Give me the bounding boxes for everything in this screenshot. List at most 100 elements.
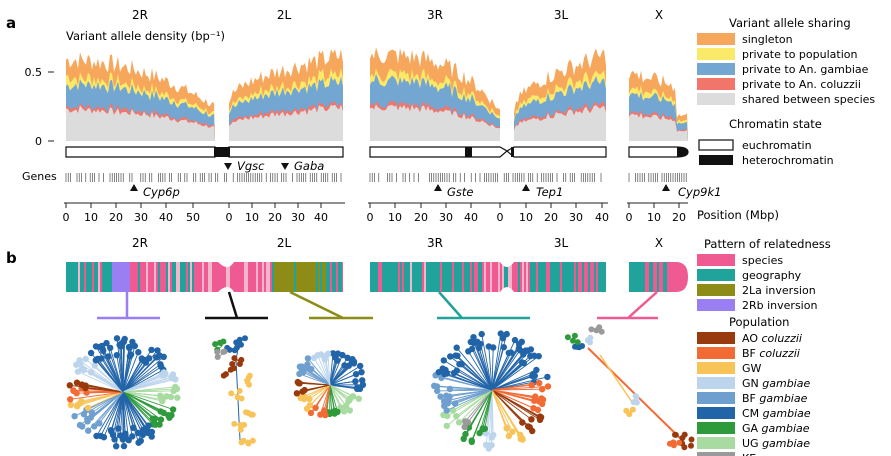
tree-leaf bbox=[85, 427, 92, 434]
tree-branch bbox=[471, 389, 493, 443]
tree-clade bbox=[87, 335, 125, 393]
relatedness-segment bbox=[478, 262, 481, 292]
tree-clade bbox=[297, 384, 331, 412]
tree-branch bbox=[329, 384, 359, 400]
relatedness-segment bbox=[98, 262, 101, 292]
relatedness-segment bbox=[641, 262, 644, 292]
x-chr2-tick-label: 40 bbox=[159, 211, 173, 224]
tree-branch bbox=[81, 391, 124, 402]
relatedness-segment bbox=[132, 262, 135, 292]
legend-swatch-euchromatin bbox=[698, 139, 734, 151]
relatedness-segment bbox=[102, 262, 105, 292]
relatedness-segment bbox=[88, 262, 91, 292]
tree-leaf bbox=[148, 346, 155, 354]
tree-branch bbox=[317, 355, 331, 386]
relatedness-segment bbox=[336, 262, 339, 292]
relatedness-segment bbox=[568, 262, 571, 292]
tree-leaf bbox=[100, 347, 107, 355]
tree-branch bbox=[491, 389, 523, 440]
relatedness-segment bbox=[394, 262, 397, 292]
legend-population-title: Population bbox=[729, 315, 789, 329]
tree-branch bbox=[122, 391, 126, 434]
tree-leaf bbox=[233, 339, 240, 346]
relatedness-segment bbox=[679, 262, 682, 292]
relatedness-segment bbox=[312, 262, 315, 292]
tree-branch bbox=[491, 347, 520, 391]
tree-branch bbox=[491, 388, 543, 391]
tree-branch bbox=[299, 382, 331, 386]
tree-leaf bbox=[242, 335, 248, 342]
relatedness-segment bbox=[140, 262, 143, 292]
relatedness-segment bbox=[659, 262, 662, 292]
tree-leaf bbox=[100, 434, 108, 441]
legend-swatch-bf bbox=[697, 347, 735, 359]
tree-clade bbox=[293, 378, 331, 397]
tree-branch bbox=[122, 391, 156, 420]
tree-leaf bbox=[511, 336, 519, 344]
tree-leaf bbox=[470, 334, 477, 341]
tree-leaf bbox=[126, 353, 134, 360]
relatedness-segment bbox=[252, 262, 255, 292]
relatedness-segment bbox=[250, 262, 253, 292]
trees bbox=[66, 324, 695, 452]
tree-branch bbox=[299, 373, 331, 386]
relatedness-segment bbox=[392, 262, 395, 292]
tree-leaf bbox=[455, 419, 463, 426]
relatedness-segment bbox=[282, 262, 285, 292]
tree-leaf bbox=[629, 406, 636, 413]
legend-label-ug: UG gambiae bbox=[742, 437, 810, 450]
relatedness-segment bbox=[418, 262, 421, 292]
relatedness-segment bbox=[264, 262, 267, 292]
tree-leaf bbox=[532, 393, 539, 400]
tree-leaf bbox=[440, 357, 447, 364]
relatedness-segment bbox=[370, 262, 373, 292]
tree-branch bbox=[464, 389, 493, 428]
relatedness-segment bbox=[320, 262, 323, 292]
relatedness-segment bbox=[645, 262, 648, 292]
tree-branch bbox=[120, 346, 124, 393]
relatedness-segment bbox=[190, 262, 193, 292]
relatedness-segment bbox=[500, 262, 503, 292]
tree-leaf bbox=[341, 362, 348, 369]
tree-leaf bbox=[533, 366, 540, 374]
tree-leaf bbox=[437, 393, 444, 400]
tree-leaf bbox=[310, 354, 318, 362]
tree-branch bbox=[491, 347, 494, 391]
relatedness-segment bbox=[278, 262, 281, 292]
tree-connectors bbox=[97, 290, 658, 320]
tree-clade bbox=[329, 350, 367, 392]
tree-branch bbox=[444, 373, 493, 391]
relatedness-segment bbox=[128, 262, 131, 292]
relatedness-segment bbox=[90, 262, 93, 292]
legend-label-euchromatin: euchromatin bbox=[742, 139, 812, 152]
relatedness-segment bbox=[416, 262, 419, 292]
x-chr2-tick-label: 30 bbox=[134, 211, 148, 224]
relatedness-segment bbox=[324, 262, 327, 292]
legend-label-ga: GA gambiae bbox=[742, 422, 810, 435]
legend-label-species: species bbox=[742, 254, 783, 267]
tree-leaf bbox=[126, 344, 133, 352]
relatedness-segment bbox=[532, 262, 535, 292]
relatedness-segment bbox=[372, 262, 375, 292]
tree-leaf bbox=[227, 366, 234, 373]
tree-leaf bbox=[308, 365, 315, 373]
tree-branch bbox=[329, 384, 336, 414]
tree-leaf bbox=[161, 372, 168, 379]
tree-branch bbox=[599, 354, 635, 406]
tree-branch bbox=[122, 391, 140, 443]
relatedness-segment bbox=[272, 262, 275, 292]
tree-leaf bbox=[317, 351, 325, 358]
marker-gaba bbox=[281, 163, 289, 170]
tree-clade bbox=[67, 391, 124, 412]
tree-branch bbox=[437, 389, 493, 392]
legend-swatch-ao bbox=[697, 332, 735, 344]
relatedness-segment bbox=[188, 262, 191, 292]
tree-leaf bbox=[478, 330, 485, 338]
tree-leaf bbox=[296, 380, 303, 387]
relatedness-segment bbox=[637, 262, 640, 292]
tree-leaf bbox=[467, 338, 474, 346]
tree-branch bbox=[110, 391, 124, 431]
tree-leaf bbox=[681, 431, 688, 438]
tree-leaf bbox=[481, 425, 488, 432]
legend-swatch-2rb bbox=[697, 299, 735, 311]
